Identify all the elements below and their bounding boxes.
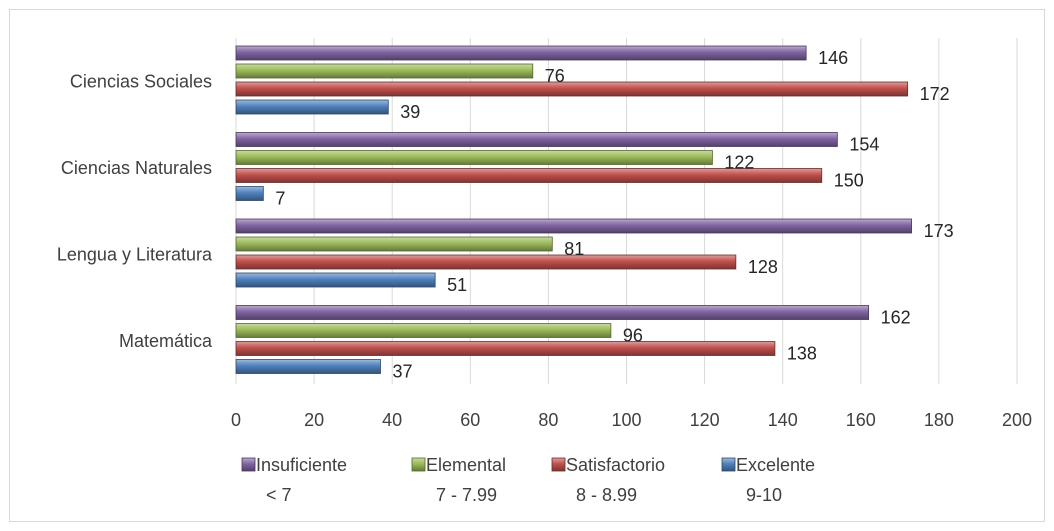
bars xyxy=(235,45,912,374)
data-label: 172 xyxy=(920,84,950,104)
legend-label-insuficiente: Insuficiente xyxy=(256,455,347,475)
category-label-matematica: Matemática xyxy=(119,331,213,351)
legend-sublabel-insuficiente: < 7 xyxy=(266,485,292,505)
legend-swatch-insuficiente xyxy=(241,457,256,472)
x-tick-label: 20 xyxy=(304,410,324,430)
bar-elemental-matematica xyxy=(235,323,612,338)
data-label: 138 xyxy=(787,344,817,364)
legend-swatch-satisfactorio xyxy=(551,457,566,472)
bar-satisfactorio-ciencias-naturales xyxy=(235,168,823,183)
x-tick-label: 120 xyxy=(690,410,720,430)
x-tick-label: 160 xyxy=(846,410,876,430)
data-label: 128 xyxy=(748,257,778,277)
x-tick-label: 40 xyxy=(382,410,402,430)
legend: Insuficiente < 7 Elemental 7 - 7.99 Satisfac… xyxy=(241,455,815,505)
data-label: 122 xyxy=(724,153,754,173)
legend-sublabel-elemental: 7 - 7.99 xyxy=(436,485,497,505)
legend-label-excelente: Excelente xyxy=(736,455,815,475)
bar-insuficiente-ciencias-sociales xyxy=(235,45,807,61)
legend-swatch-elemental xyxy=(411,457,426,472)
data-label: 76 xyxy=(545,66,565,86)
legend-swatch-excelente xyxy=(721,457,736,472)
bar-elemental-lengua-y-literatura xyxy=(235,236,553,252)
bar-elemental-ciencias-naturales xyxy=(235,150,713,165)
x-tick-label: 60 xyxy=(460,410,480,430)
bar-satisfactorio-lengua-y-literatura xyxy=(235,254,737,270)
data-label: 173 xyxy=(924,221,954,241)
bar-excelente-lengua-y-literatura xyxy=(235,272,436,288)
legend-label-satisfactorio: Satisfactorio xyxy=(566,455,665,475)
data-label: 39 xyxy=(400,102,420,122)
bar-satisfactorio-matematica xyxy=(235,341,776,356)
legend-label-elemental: Elemental xyxy=(426,455,506,475)
x-tick-label: 200 xyxy=(1002,410,1032,430)
bar-insuficiente-matematica xyxy=(235,305,870,320)
x-axis: 0 20 40 60 80 100 120 140 160 180 200 xyxy=(231,410,1032,430)
legend-sublabel-excelente: 9-10 xyxy=(746,485,782,505)
bar-satisfactorio-ciencias-sociales xyxy=(235,81,909,97)
x-tick-label: 0 xyxy=(231,410,241,430)
category-label-lengua-y-literatura: Lengua y Literatura xyxy=(57,244,213,264)
legend-sublabel-satisfactorio: 8 - 8.99 xyxy=(576,485,637,505)
data-label: 96 xyxy=(623,326,643,346)
bar-elemental-ciencias-sociales xyxy=(235,63,534,79)
data-label: 37 xyxy=(392,362,412,382)
x-tick-label: 100 xyxy=(611,410,641,430)
data-label: 7 xyxy=(275,189,285,209)
category-labels: Matemática Lengua y Literatura Ciencias Na… xyxy=(57,71,213,351)
data-label: 154 xyxy=(849,135,879,155)
data-label: 162 xyxy=(881,308,911,328)
data-label: 81 xyxy=(564,239,584,259)
x-tick-label: 180 xyxy=(924,410,954,430)
bar-insuficiente-ciencias-naturales xyxy=(235,132,838,147)
data-label: 51 xyxy=(447,275,467,295)
bar-excelente-ciencias-naturales xyxy=(235,186,264,201)
category-label-ciencias-sociales: Ciencias Sociales xyxy=(70,71,212,91)
x-tick-label: 80 xyxy=(538,410,558,430)
x-tick-label: 140 xyxy=(768,410,798,430)
data-label: 146 xyxy=(818,48,848,68)
category-label-ciencias-naturales: Ciencias Naturales xyxy=(61,158,212,178)
data-labels: 162 96 138 37 173 81 128 51 154 122 150 7 146 76 172 39 xyxy=(275,48,953,382)
bar-excelente-ciencias-sociales xyxy=(235,99,389,115)
bar-insuficiente-lengua-y-literatura xyxy=(235,218,912,234)
data-label: 150 xyxy=(834,171,864,191)
bar-excelente-matematica xyxy=(235,359,381,374)
